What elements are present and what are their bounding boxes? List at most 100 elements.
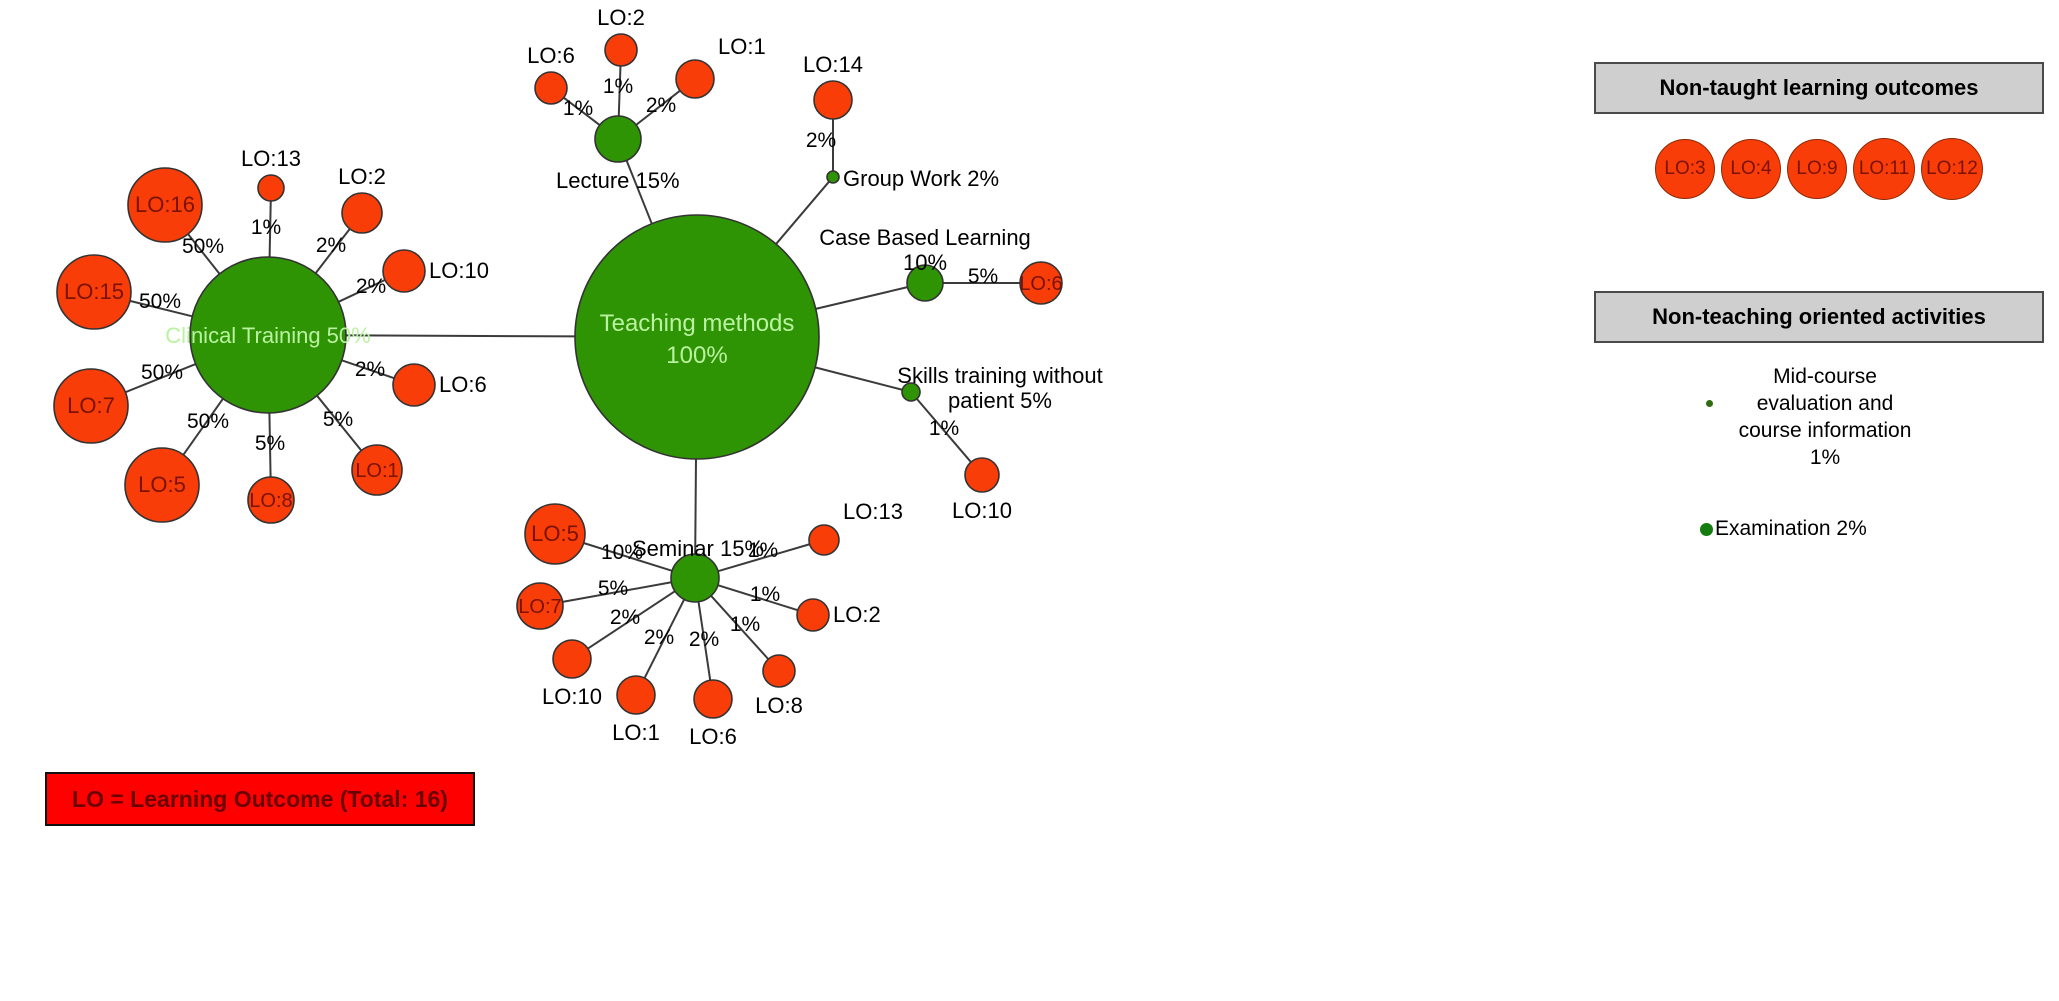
non-taught-lo-12-label: LO:12: [1926, 158, 1978, 179]
outcome-node-lec-lo2[interactable]: [604, 33, 638, 67]
edge-weight-st-lo10: 1%: [929, 417, 959, 440]
outcome-node-st-lo10[interactable]: [964, 457, 1000, 493]
non-taught-nodes: LO:3 LO:4 LO:9 LO:11 LO:12: [1594, 138, 2044, 200]
edge-weight-lec-lo6: 1%: [563, 97, 593, 120]
non-taught-lo-11-label: LO:11: [1858, 158, 1910, 179]
outcome-node-sem-lo5[interactable]: [524, 503, 586, 565]
non-taught-lo-12[interactable]: LO:12: [1921, 138, 1983, 200]
method-node-case-based-learning[interactable]: [906, 264, 944, 302]
edge-seminar-to-sem-lo6: [697, 601, 712, 681]
edge-weight-sem-lo5: 10%: [601, 541, 643, 564]
outcome-node-sem-lo10[interactable]: [552, 639, 592, 679]
edge-weight-sem-lo1: 2%: [644, 626, 674, 649]
seminar-label: Seminar 15%: [632, 536, 764, 561]
outcome-label-lec-lo6: LO:6: [527, 43, 575, 68]
edge-seminar-to-sem-lo5: [583, 542, 673, 572]
edge-weight-ct-lo7: 50%: [141, 361, 183, 384]
skills-training-label-2: patient 5%: [948, 388, 1052, 413]
outcome-node-ct-lo10[interactable]: [382, 249, 426, 293]
edge-clinical-training-to-ct-lo8: [268, 412, 272, 478]
outcome-label-ct-lo6: LO:6: [439, 372, 487, 397]
outcome-label-sem-lo10: LO:10: [542, 684, 602, 709]
edge-clinical-training-to-ct-lo7: [124, 363, 196, 394]
outcome-label-ct-lo8: LO:8: [249, 490, 292, 512]
edge-weight-ct-lo16: 50%: [182, 235, 224, 258]
edge-weight-sem-lo8: 1%: [730, 613, 760, 636]
lo-key-text: LO = Learning Outcome (Total: 16): [72, 785, 448, 812]
outcome-node-ct-lo1[interactable]: [351, 444, 403, 496]
skills-training-label-1: Skills training without: [897, 363, 1102, 388]
method-node-lecture[interactable]: [594, 115, 642, 163]
edge-weight-ct-lo15: 50%: [139, 290, 181, 313]
non-taught-lo-3[interactable]: LO:3: [1655, 139, 1715, 199]
method-node-root[interactable]: [574, 214, 820, 460]
outcome-label-lec-lo1: LO:1: [718, 34, 766, 59]
outcome-node-gw-lo14[interactable]: [813, 80, 853, 120]
edge-weight-lec-lo2: 1%: [603, 75, 633, 98]
non-teaching-item-examination: Examination 2%: [1700, 517, 1867, 541]
outcome-label-sem-lo1: LO:1: [612, 720, 660, 745]
outcome-node-ct-lo7[interactable]: [53, 368, 129, 444]
outcome-label-ct-lo15: LO:15: [64, 279, 124, 304]
edge-weight-ct-lo1: 5%: [323, 408, 353, 431]
non-taught-lo-4[interactable]: LO:4: [1721, 139, 1781, 199]
non-teaching-panel-header: Non-teaching oriented activities: [1594, 291, 2044, 343]
outcome-node-cbl-lo6[interactable]: [1019, 261, 1063, 305]
edge-seminar-to-sem-lo8: [710, 595, 770, 660]
method-node-seminar[interactable]: [670, 553, 720, 603]
method-node-group-work[interactable]: [826, 170, 840, 184]
case-based-learning-label-2: 10%: [903, 250, 947, 275]
outcome-node-ct-lo8[interactable]: [247, 476, 295, 524]
method-node-clinical-training[interactable]: [189, 256, 347, 414]
outcome-label-ct-lo1: LO:1: [355, 460, 398, 482]
midcourse-line-2: evaluation and: [1756, 392, 1894, 415]
outcome-node-lec-lo1[interactable]: [675, 59, 715, 99]
edge-root-to-group-work: [775, 180, 830, 245]
edge-seminar-to-sem-lo1: [643, 598, 686, 679]
outcome-label-sem-lo8: LO:8: [755, 693, 803, 718]
outcome-label-sem-lo13: LO:13: [843, 499, 903, 524]
edge-clinical-training-to-ct-lo2: [314, 228, 351, 274]
root-label-line1: Teaching methods: [600, 310, 795, 337]
outcome-node-ct-lo13[interactable]: [257, 174, 285, 202]
edge-weight-ct-lo8: 5%: [255, 432, 285, 455]
outcome-label-st-lo10: LO:10: [952, 498, 1012, 523]
outcome-node-sem-lo1[interactable]: [616, 675, 656, 715]
non-taught-lo-9[interactable]: LO:9: [1787, 139, 1847, 199]
outcome-node-ct-lo2[interactable]: [341, 192, 383, 234]
outcome-label-cbl-lo6: LO:6: [1019, 273, 1062, 295]
labels-layer: 50%50%50%50%5%5%2%2%2%1%1%1%2%2%5%1%10%5…: [64, 5, 1103, 749]
edge-weight-ct-lo5: 50%: [187, 410, 229, 433]
lecture-label: Lecture 15%: [556, 168, 680, 193]
outcome-node-ct-lo16[interactable]: [127, 167, 203, 243]
outcome-label-gw-lo14: LO:14: [803, 52, 863, 77]
outcome-node-ct-lo6[interactable]: [392, 363, 436, 407]
outcome-node-sem-lo13[interactable]: [808, 524, 840, 556]
edge-weight-ct-lo2: 2%: [316, 234, 346, 257]
edge-seminar-to-sem-lo7: [562, 581, 672, 603]
outcome-label-ct-lo5: LO:5: [138, 472, 186, 497]
lo-key-legend: LO = Learning Outcome (Total: 16): [45, 772, 475, 826]
edge-clinical-training-to-ct-lo6: [341, 359, 395, 380]
outcome-node-sem-lo8[interactable]: [762, 654, 796, 688]
edge-weight-ct-lo10: 2%: [356, 275, 386, 298]
outcome-label-ct-lo10: LO:10: [429, 258, 489, 283]
edge-root-to-seminar: [694, 458, 697, 555]
non-taught-panel-header: Non-taught learning outcomes: [1594, 62, 2044, 114]
outcome-node-sem-lo6[interactable]: [693, 679, 733, 719]
outcome-node-lec-lo6[interactable]: [534, 71, 568, 105]
outcome-node-ct-lo5[interactable]: [124, 447, 200, 523]
edge-weight-cbl-lo6: 5%: [968, 265, 998, 288]
outcome-label-lec-lo2: LO:2: [597, 5, 645, 30]
edge-skills-training-to-st-lo10: [916, 398, 972, 463]
midcourse-line-3: course information: [1738, 419, 1912, 442]
edge-weight-lec-lo1: 2%: [646, 94, 676, 117]
non-taught-lo-11[interactable]: LO:11: [1853, 138, 1915, 200]
method-node-skills-training[interactable]: [901, 382, 921, 402]
outcome-node-sem-lo7[interactable]: [516, 582, 564, 630]
non-taught-lo-9-label: LO:9: [1796, 158, 1838, 179]
outcome-node-sem-lo2[interactable]: [796, 598, 830, 632]
non-teaching-item-midcourse: Mid-course evaluation and course informa…: [1640, 363, 2010, 471]
edge-weight-sem-lo10: 2%: [610, 606, 640, 629]
outcome-node-ct-lo15[interactable]: [56, 254, 132, 330]
